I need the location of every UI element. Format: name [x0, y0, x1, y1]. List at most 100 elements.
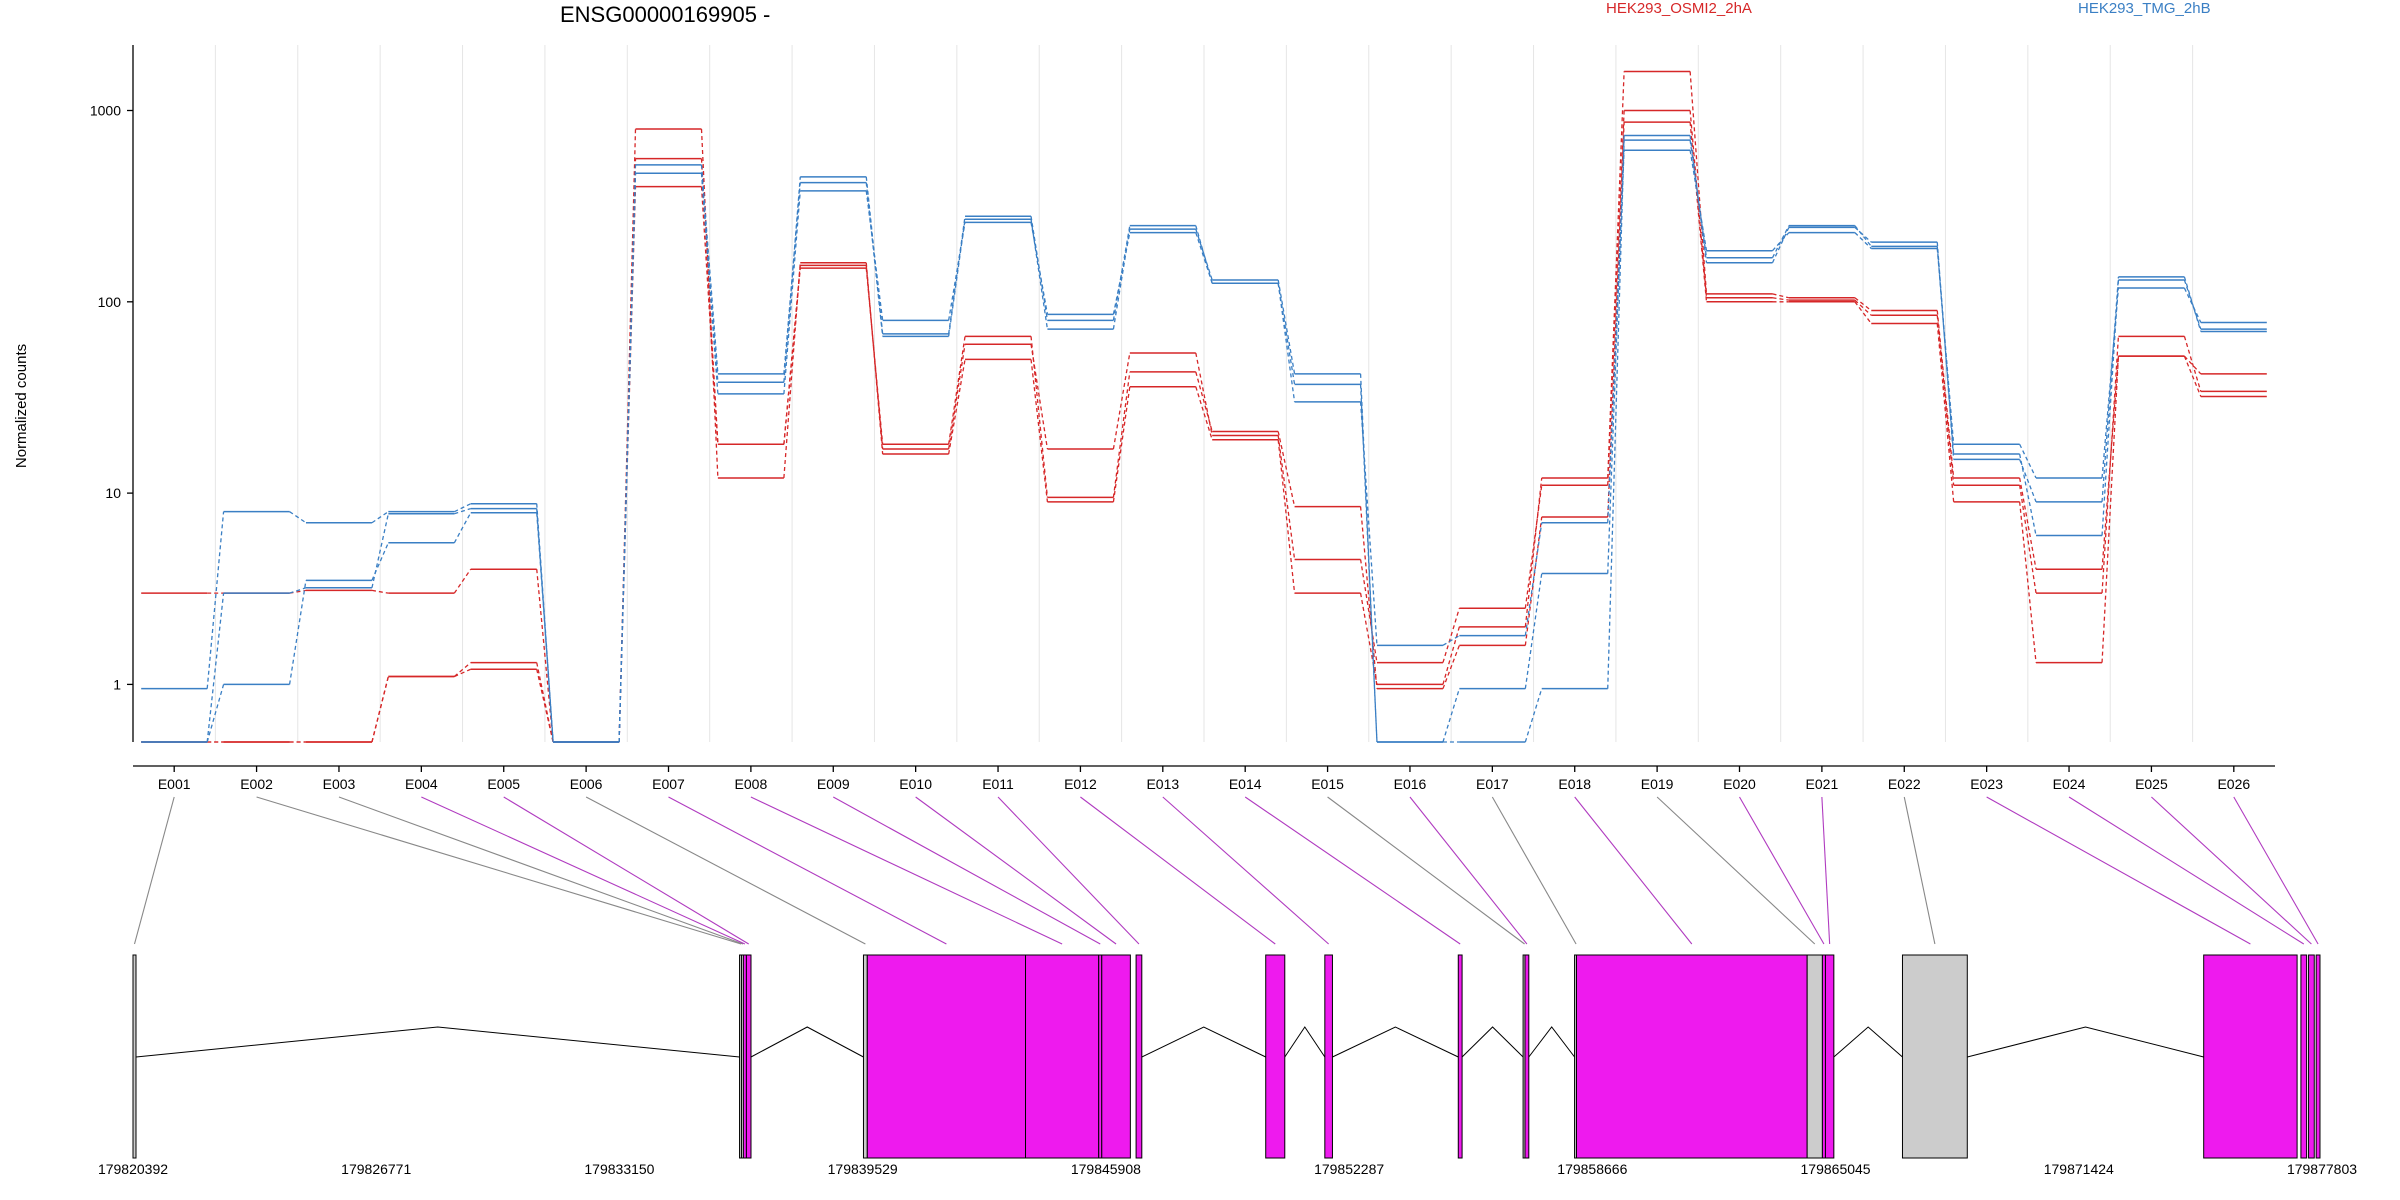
count-connector — [783, 268, 801, 445]
count-connector — [453, 568, 472, 594]
exon-block-e008 — [1025, 954, 1100, 1159]
intron-line — [1141, 1026, 1266, 1058]
count-connector — [1277, 283, 1296, 402]
coordinate-label: 179833150 — [584, 1161, 654, 1177]
count-connector — [2183, 355, 2202, 397]
x-tick-label: E009 — [817, 776, 850, 792]
x-tick-label: E019 — [1641, 776, 1674, 792]
count-connector — [1277, 439, 1296, 594]
y-axis-label: Normalized counts — [13, 344, 30, 468]
count-connector — [453, 512, 472, 544]
count-connector — [1112, 352, 1131, 450]
exon-block-e022 — [1901, 954, 1968, 1159]
count-connector — [2101, 356, 2120, 570]
exon-leader-line — [1986, 796, 2251, 945]
series-5 — [141, 134, 2267, 743]
y-tick-label: 1000 — [90, 103, 121, 119]
exon-block-e006 — [862, 954, 868, 1159]
exon-leader-line — [750, 796, 1063, 945]
count-connector — [1607, 71, 1625, 478]
count-connector — [1524, 477, 1543, 627]
x-tick-label: E014 — [1229, 776, 1262, 792]
count-connector — [536, 508, 554, 743]
count-connector — [454, 503, 472, 513]
count-connector — [1359, 373, 1378, 743]
exon-block-e014 — [1457, 954, 1463, 1159]
count-connector — [1030, 344, 1049, 450]
intron-line — [750, 1026, 864, 1058]
count-connector — [206, 593, 225, 743]
count-connector — [1112, 371, 1131, 498]
count-connector — [1030, 336, 1049, 498]
count-connector — [1854, 297, 1872, 312]
count-connector — [948, 219, 966, 337]
x-tick-label: E016 — [1394, 776, 1427, 792]
x-tick-label: E013 — [1146, 776, 1179, 792]
count-connector — [1112, 386, 1131, 502]
count-connector — [1689, 110, 1708, 298]
intron-line — [1833, 1026, 1903, 1058]
count-connector — [1277, 279, 1296, 374]
exon-leader-line — [1409, 796, 1528, 945]
x-tick-label: E021 — [1806, 776, 1839, 792]
exon-block-e010 — [1101, 954, 1131, 1159]
exon-leader-lines — [133, 796, 2319, 945]
count-connector — [1442, 626, 1460, 685]
exon-block-e025 — [2308, 954, 2315, 1159]
count-connector — [1772, 297, 1789, 301]
count-connector — [536, 669, 554, 743]
count-connector — [371, 589, 389, 594]
coordinate-label: 179858666 — [1557, 1161, 1627, 1177]
count-connector — [1277, 283, 1296, 385]
count-connector — [453, 662, 472, 677]
count-connector — [1112, 225, 1131, 321]
axes — [132, 45, 2275, 767]
count-connector — [2101, 276, 2120, 502]
count-connector — [2183, 336, 2202, 392]
count-connector — [700, 186, 719, 445]
count-connector — [948, 359, 966, 455]
exon-leader-line — [503, 796, 749, 945]
count-connector — [700, 129, 719, 478]
x-tick-label: E006 — [570, 776, 603, 792]
count-connector — [948, 344, 966, 450]
x-tick-label: E025 — [2135, 776, 2168, 792]
x-tick-label: E003 — [323, 776, 356, 792]
exon-leader-line — [585, 796, 866, 945]
count-connector — [2101, 288, 2120, 479]
count-connector — [1854, 225, 1872, 247]
count-connector — [1936, 315, 1955, 486]
exon-block-e005 — [745, 954, 752, 1159]
x-tick-label: E005 — [487, 776, 520, 792]
exon-leader-line — [1491, 796, 1577, 945]
gene-model — [132, 954, 2321, 1159]
count-connector — [865, 268, 884, 445]
count-connector — [1030, 219, 1049, 330]
count-connector — [1112, 228, 1131, 330]
coordinate-label: 179826771 — [341, 1161, 411, 1177]
exon-leader-line — [421, 796, 746, 945]
x-tick-label: E012 — [1064, 776, 1097, 792]
exon-leader-line — [2233, 796, 2319, 945]
count-connector — [1607, 140, 1625, 689]
count-connector — [2183, 276, 2202, 332]
exon-leader-line — [1574, 796, 1693, 945]
count-connector — [1854, 232, 1872, 249]
count-connector — [1524, 688, 1543, 743]
count-connector — [1442, 608, 1460, 663]
x-tick-label: E010 — [899, 776, 932, 792]
count-connector — [865, 182, 884, 337]
x-tick-label: E023 — [1970, 776, 2003, 792]
exon-leader-line — [1903, 796, 1936, 945]
chart-title: ENSG00000169905 - — [560, 2, 770, 27]
count-connector — [1689, 135, 1708, 263]
exon-leader-line — [338, 796, 744, 945]
exon-block-e013 — [1324, 954, 1333, 1159]
intron-line — [1967, 1026, 2204, 1058]
exon-block-e001 — [132, 954, 137, 1159]
exon-block-e012 — [1265, 954, 1286, 1159]
y-tick-label: 1 — [113, 676, 121, 692]
intron-line — [1332, 1026, 1459, 1058]
count-connector — [1359, 559, 1378, 663]
